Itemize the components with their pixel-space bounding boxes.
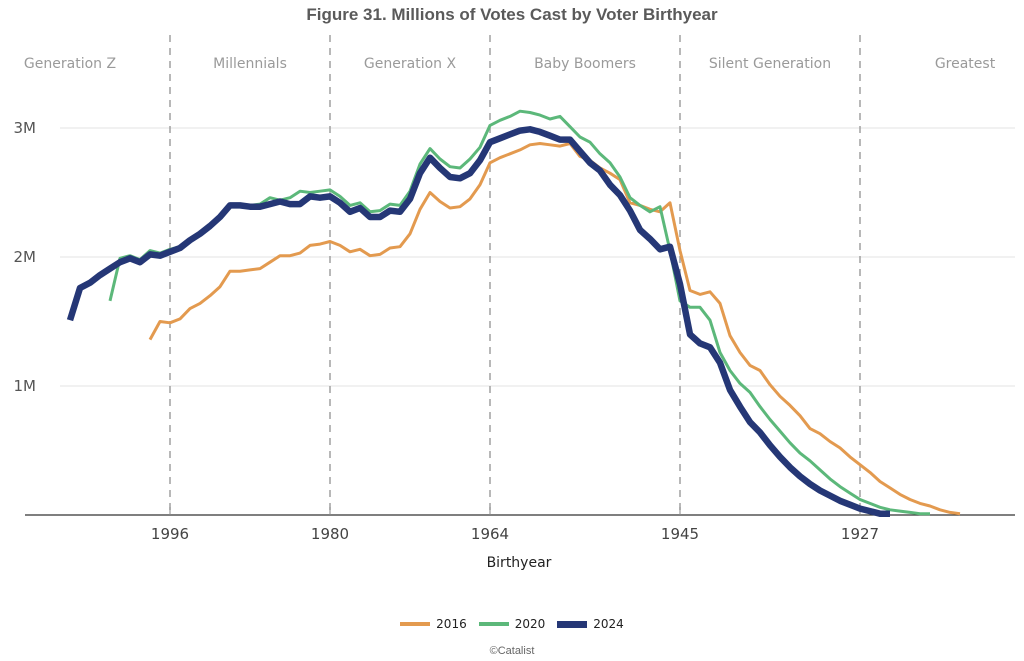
generation-labels: Generation Z Millennials Generation X Baby … xyxy=(24,56,996,72)
x-tick-label: 1964 xyxy=(471,525,509,543)
legend-item-2016[interactable]: 2016 xyxy=(400,617,467,631)
series-line-2020[interactable] xyxy=(108,109,930,516)
x-tick-label: 1996 xyxy=(151,525,189,543)
legend-item-2020[interactable]: 2020 xyxy=(478,617,546,631)
generation-label: Greatest xyxy=(935,56,996,72)
generation-label: Baby Boomers xyxy=(534,56,636,72)
generation-label: Generation Z xyxy=(24,56,116,72)
y-tick-label: 2M xyxy=(14,248,37,266)
legend-label-2016: 2016 xyxy=(436,617,467,631)
x-tick-label: 1945 xyxy=(661,525,699,543)
legend-swatch-2024 xyxy=(557,620,588,628)
chart-title: Figure 31. Millions of Votes Cast by Vot… xyxy=(306,5,718,24)
y-tick-label: 1M xyxy=(14,377,37,395)
generation-label: Silent Generation xyxy=(709,56,831,72)
x-axis: 1996 1980 1964 1945 1927 xyxy=(25,507,1015,543)
generation-label: Millennials xyxy=(213,56,287,72)
legend-swatch-2016 xyxy=(400,622,431,626)
legend-item-2024[interactable]: 2024 xyxy=(557,617,624,631)
gridlines xyxy=(60,127,1015,387)
legend-label-2024: 2024 xyxy=(593,617,624,631)
generation-boundaries xyxy=(169,35,861,515)
legend-label-2020: 2020 xyxy=(514,617,546,631)
legend: 2016 2020 2024 xyxy=(0,617,1024,631)
series-lines xyxy=(66,109,961,517)
y-tick-label: 3M xyxy=(14,119,37,137)
series-line-2016[interactable] xyxy=(148,142,961,516)
series-line-2024[interactable] xyxy=(66,126,890,517)
x-axis-title: Birthyear xyxy=(487,555,552,571)
generation-label: Generation X xyxy=(364,56,457,72)
legend-swatch-2020 xyxy=(478,622,509,626)
y-axis: 1M 2M 3M xyxy=(14,119,37,395)
credit-text: ©Catalist xyxy=(489,645,535,657)
x-tick-label: 1927 xyxy=(841,525,879,543)
x-tick-label: 1980 xyxy=(311,525,349,543)
